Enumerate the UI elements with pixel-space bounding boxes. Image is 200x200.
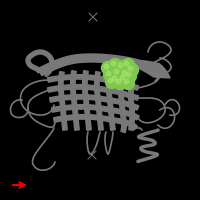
Circle shape [114, 69, 119, 74]
Polygon shape [107, 74, 115, 130]
Polygon shape [48, 75, 139, 90]
Circle shape [116, 60, 128, 73]
Circle shape [126, 72, 131, 77]
Circle shape [106, 71, 111, 76]
Circle shape [124, 61, 129, 66]
Circle shape [112, 66, 124, 79]
Circle shape [108, 78, 113, 83]
Circle shape [116, 79, 121, 84]
Circle shape [118, 63, 123, 68]
Circle shape [118, 72, 130, 86]
Polygon shape [83, 71, 91, 130]
Circle shape [124, 70, 136, 82]
Circle shape [122, 58, 134, 72]
Polygon shape [38, 54, 170, 78]
Circle shape [106, 75, 118, 88]
Polygon shape [54, 115, 138, 130]
Circle shape [120, 68, 132, 80]
Circle shape [128, 66, 133, 71]
Polygon shape [95, 72, 103, 130]
Polygon shape [48, 85, 139, 100]
Polygon shape [52, 105, 139, 120]
Circle shape [122, 70, 127, 75]
Circle shape [120, 75, 125, 80]
Polygon shape [129, 82, 134, 130]
Circle shape [104, 64, 109, 69]
Circle shape [110, 73, 122, 86]
Polygon shape [26, 50, 54, 77]
Circle shape [124, 79, 129, 84]
Polygon shape [59, 72, 67, 130]
Polygon shape [119, 77, 126, 133]
Circle shape [126, 64, 138, 76]
Circle shape [114, 76, 127, 90]
Circle shape [112, 76, 117, 81]
Circle shape [104, 68, 116, 82]
Circle shape [122, 76, 134, 90]
Circle shape [111, 61, 116, 66]
Circle shape [108, 58, 122, 72]
Polygon shape [71, 71, 79, 130]
Polygon shape [50, 95, 139, 110]
Circle shape [102, 62, 114, 74]
